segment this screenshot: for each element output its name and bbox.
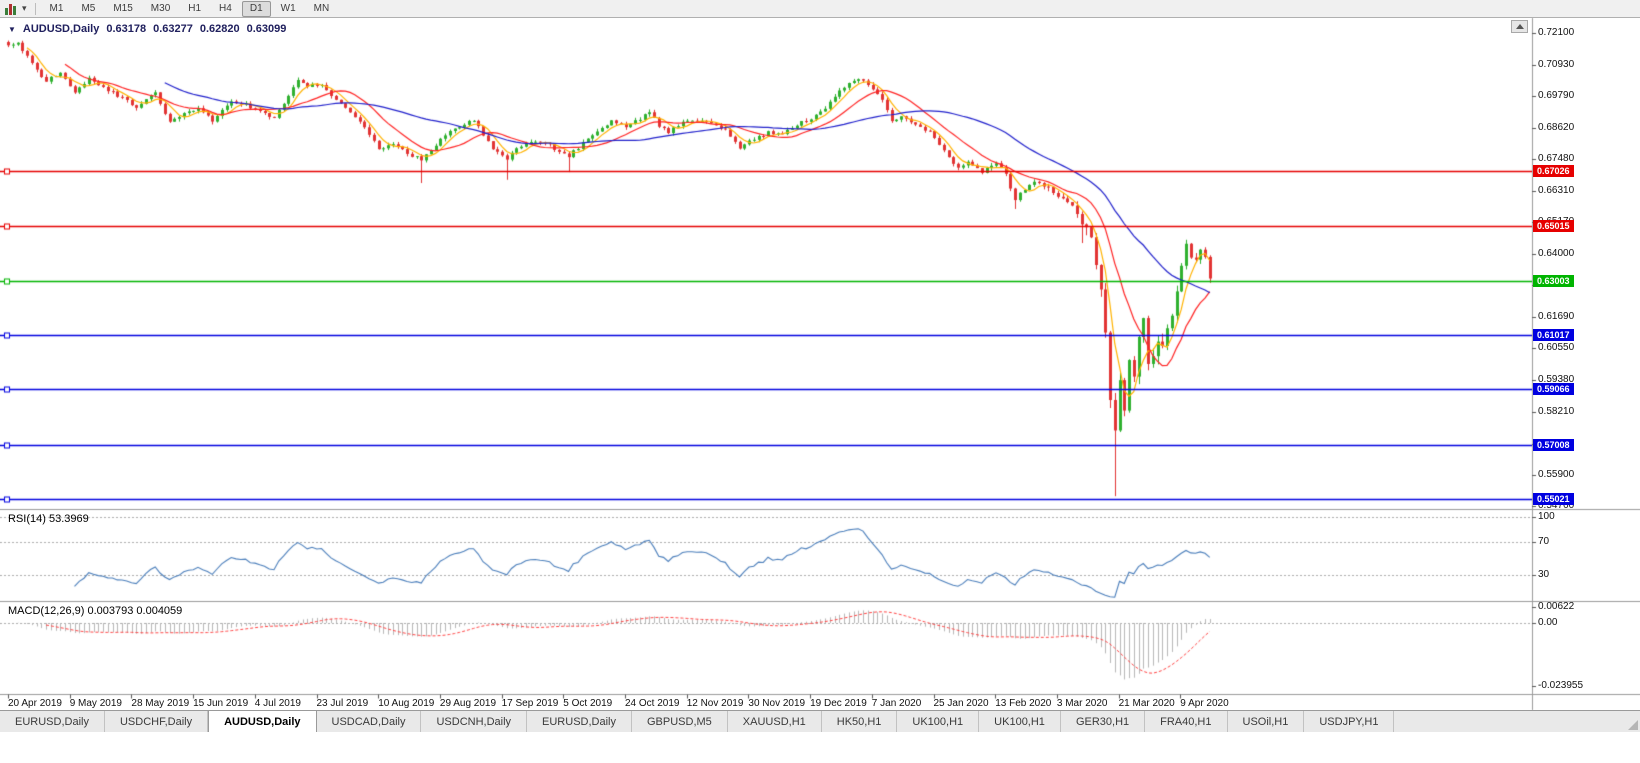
- chart-tab-usdchf-daily[interactable]: USDCHF,Daily: [104, 711, 209, 732]
- price-axis-label: 0.59380: [1538, 373, 1575, 385]
- chart-tab-bar: EURUSD,Daily USDCHF,Daily AUDUSD,Daily USDC…: [0, 710, 1640, 732]
- price-axis-label: 0.61690: [1538, 310, 1575, 322]
- chart-type-icon[interactable]: [5, 3, 21, 15]
- ohlc-close: 0.63099: [246, 23, 287, 35]
- date-axis-label: 12 Nov 2019: [686, 698, 744, 709]
- chart-tab-eurusd-daily[interactable]: EURUSD,Daily: [527, 711, 632, 732]
- timeframe-button-w1[interactable]: W1: [280, 2, 296, 14]
- price-axis-label: 0.58210: [1538, 405, 1575, 417]
- date-axis-label: 7 Jan 2020: [871, 698, 922, 709]
- date-axis-label: 21 Mar 2020: [1118, 698, 1175, 709]
- price-axis-label: 0.55900: [1538, 468, 1575, 480]
- chart-tabs: EURUSD,Daily USDCHF,Daily AUDUSD,Daily USDC…: [0, 711, 1395, 732]
- date-axis-label: 4 Jul 2019: [254, 698, 301, 709]
- date-axis-label: 19 Dec 2019: [810, 698, 867, 709]
- chart-tab-uk100-h1[interactable]: UK100,H1: [897, 711, 980, 732]
- chart-tab-uk100-h1[interactable]: UK100,H1: [979, 711, 1061, 732]
- timeframe-button-m15[interactable]: M15: [113, 2, 133, 14]
- timeframe-button-h1[interactable]: H1: [188, 2, 202, 14]
- timeframe-buttons: M1 M5 M15 M30 H1 H4 D1 W1 MN: [42, 0, 338, 17]
- date-axis-label: 24 Oct 2019: [625, 698, 680, 709]
- chart-tab-hk50-h1[interactable]: HK50,H1: [821, 711, 898, 732]
- rsi-axis-label: 100: [1538, 511, 1555, 522]
- chart-tab-usdcad-daily[interactable]: USDCAD,Daily: [316, 711, 422, 732]
- chart-tab-usoil-h1[interactable]: USOil,H1: [1227, 711, 1305, 732]
- timeframe-button-d1[interactable]: D1: [241, 0, 271, 17]
- price-axis-label: 0.72100: [1538, 27, 1575, 38]
- price-level-tag: 0.65015: [1533, 220, 1574, 233]
- price-axis-label: 0.69790: [1538, 90, 1575, 101]
- ohlc-high: 0.63277: [153, 23, 193, 35]
- chevron-down-icon[interactable]: ▾: [22, 3, 27, 13]
- symbol-dropdown-icon[interactable]: ▼: [8, 24, 16, 34]
- chart-tab-xauusd-h1[interactable]: XAUUSD,H1: [727, 711, 822, 732]
- price-level-tag: 0.59066: [1533, 382, 1574, 395]
- scroll-up-button[interactable]: [1511, 20, 1528, 33]
- price-level-tag: 0.57008: [1533, 438, 1574, 451]
- date-axis-label: 9 Apr 2020: [1180, 698, 1229, 709]
- symbol-timeframe-label: AUDUSD,Daily: [22, 23, 100, 35]
- price-axis-label: 0.60550: [1538, 342, 1575, 354]
- chart-tab-usdcnh-daily[interactable]: USDCNH,Daily: [421, 711, 528, 732]
- date-axis-label: 5 Oct 2019: [563, 698, 613, 709]
- date-axis-label: 30 Nov 2019: [748, 698, 806, 709]
- price-axis-label: 0.70930: [1538, 58, 1575, 70]
- date-axis-label: 3 Mar 2020: [1056, 698, 1108, 709]
- toolbar-separator: [34, 2, 36, 15]
- timeframe-toolbar: ▾ M1 M5 M15 M30 H1 H4 D1 W1 MN: [0, 0, 1640, 18]
- date-axis-label: 17 Sep 2019: [501, 698, 559, 709]
- price-axis-label: 0.68620: [1538, 121, 1575, 133]
- date-axis-label: 15 Jun 2019: [193, 698, 249, 709]
- chart-tab-ger30-h1[interactable]: GER30,H1: [1060, 711, 1146, 732]
- chart-tab-fra40-h1[interactable]: FRA40,H1: [1145, 711, 1228, 732]
- macd-axis-label: -0.023955: [1538, 679, 1584, 691]
- timeframe-button-h4[interactable]: H4: [219, 2, 232, 14]
- chart-tab-gbpusd-m5[interactable]: GBPUSD,M5: [632, 711, 728, 732]
- timeframe-button-m30[interactable]: M30: [150, 2, 171, 14]
- macd-indicator-label: MACD(12,26,9) 0.003793 0.004059: [8, 605, 183, 617]
- resize-grip-icon[interactable]: [1628, 720, 1638, 730]
- date-axis-label: 10 Aug 2019: [378, 698, 435, 709]
- chart-tab-audusd-daily[interactable]: AUDUSD,Daily: [208, 711, 317, 732]
- ohlc-open: 0.63178: [106, 23, 147, 35]
- rsi-axis-label: 30: [1538, 569, 1550, 581]
- date-axis-label: 13 Feb 2020: [995, 698, 1052, 709]
- price-axis-label: 0.67480: [1538, 153, 1575, 165]
- price-level-tag: 0.63003: [1533, 275, 1574, 288]
- price-level-tag: 0.61017: [1533, 329, 1574, 342]
- price-level-tag: 0.55021: [1533, 492, 1574, 505]
- timeframe-button-mn[interactable]: MN: [313, 2, 330, 14]
- ohlc-low: 0.62820: [199, 23, 240, 35]
- date-axis-label: 9 May 2019: [69, 698, 122, 709]
- chart-tab-eurusd-daily[interactable]: EURUSD,Daily: [0, 711, 105, 732]
- date-axis-label: 20 Apr 2019: [8, 698, 62, 709]
- price-level-tag: 0.67026: [1533, 165, 1574, 178]
- up-arrow-icon: [1515, 24, 1524, 29]
- date-axis-label: 23 Jul 2019: [316, 698, 369, 709]
- date-axis-label: 25 Jan 2020: [933, 698, 989, 709]
- price-axis-label: 0.64000: [1538, 247, 1575, 259]
- chart-tab-usdjpy-h1[interactable]: USDJPY,H1: [1304, 711, 1395, 732]
- rsi-axis-label: 70: [1538, 535, 1550, 547]
- timeframe-button-m5[interactable]: M5: [81, 2, 96, 14]
- price-axis-label: 0.66310: [1538, 184, 1575, 196]
- date-axis-label: 29 Aug 2019: [439, 698, 497, 709]
- symbol-readout: ▼ AUDUSD,Daily 0.63178 0.63277 0.62820 0…: [8, 23, 286, 35]
- macd-axis-label: 0.00: [1538, 617, 1558, 628]
- macd-axis-label: 0.00622: [1538, 600, 1575, 612]
- price-axis-label: 0.54760: [1538, 500, 1575, 511]
- timeframe-button-m1[interactable]: M1: [49, 2, 64, 14]
- rsi-indicator-label: RSI(14) 53.3969: [8, 513, 89, 525]
- date-axis-label: 28 May 2019: [131, 698, 190, 709]
